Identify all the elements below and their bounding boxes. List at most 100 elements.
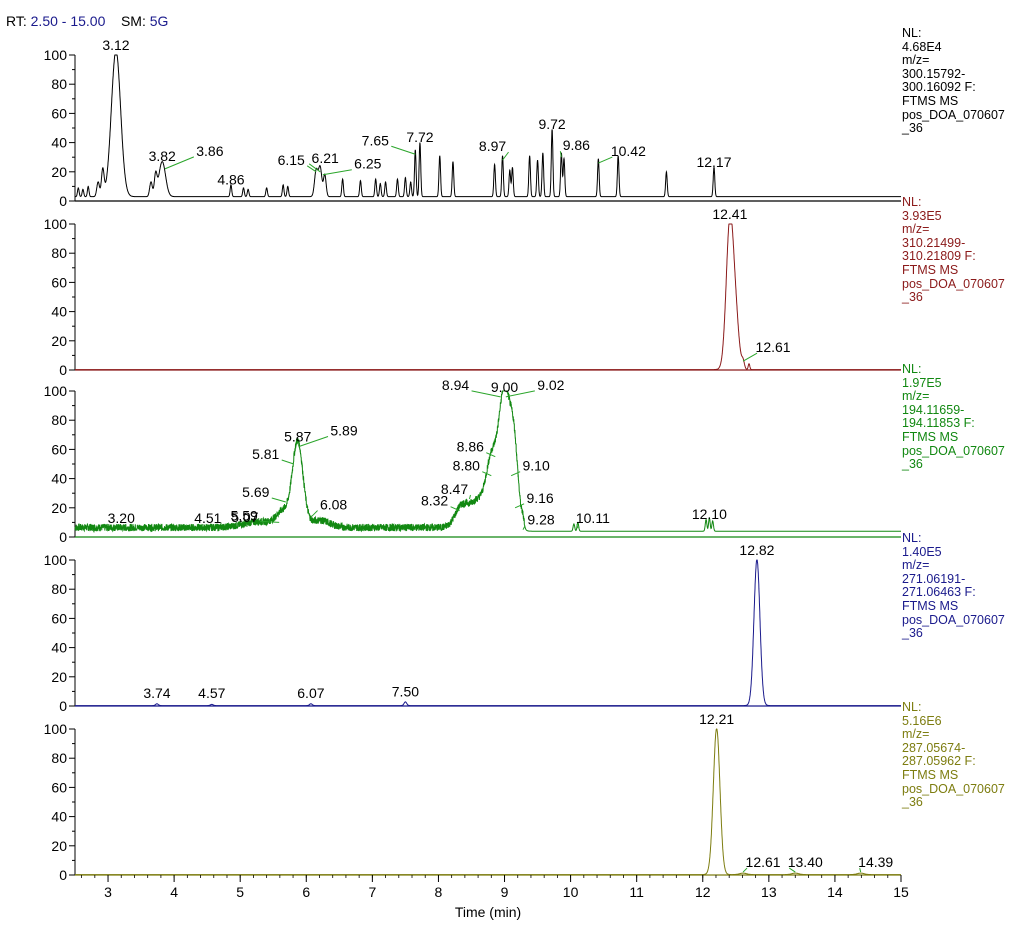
- peak-label-leader: [308, 163, 321, 173]
- peak-label: 3.82: [149, 148, 176, 164]
- peak-label: 5.89: [330, 422, 357, 438]
- x-tick-label: 8: [435, 884, 443, 900]
- peak-label: 13.40: [788, 854, 823, 870]
- y-tick-label: 80: [51, 245, 67, 261]
- y-tick-label: 20: [51, 333, 67, 349]
- peak-label: 14.39: [858, 854, 893, 870]
- peak-label: 3.12: [102, 37, 129, 53]
- peak-label: 3.20: [108, 510, 135, 526]
- nl-info: NL: 5.16E6 m/z= 287.05674- 287.05962 F: …: [902, 700, 1005, 810]
- peak-label: 5.87: [284, 428, 311, 444]
- peak-label-leader: [311, 510, 318, 517]
- peak-label-leader: [260, 520, 280, 523]
- peak-label: 7.72: [406, 129, 433, 145]
- peak-label-leader: [576, 524, 579, 529]
- x-tick-label: 5: [236, 884, 244, 900]
- peak-label-leader: [322, 169, 352, 176]
- peak-label-leader: [306, 165, 317, 173]
- peak-label-leader: [164, 156, 195, 170]
- y-tick-label: 80: [51, 750, 67, 766]
- peak-label-leader: [859, 867, 862, 873]
- x-tick-label: 6: [302, 884, 310, 900]
- peak-label: 8.94: [442, 377, 469, 393]
- peak-label: 9.86: [563, 137, 590, 153]
- peak-label: 9.72: [538, 116, 565, 132]
- x-tick-label: 3: [104, 884, 112, 900]
- nl-info: NL: 1.97E5 m/z= 194.11659- 194.11853 F: …: [902, 362, 1005, 472]
- peak-label: 5.59: [231, 507, 258, 523]
- trace-line: [75, 728, 901, 876]
- sm-label: SM:: [120, 13, 146, 29]
- peak-label-leader: [450, 506, 460, 512]
- peak-label: 10.42: [611, 143, 646, 159]
- y-tick-label: 80: [51, 581, 67, 597]
- peak-label-leader: [298, 436, 329, 447]
- y-tick-label: 40: [51, 809, 67, 825]
- peak-label: 8.32: [421, 493, 448, 509]
- peak-label: 7.65: [362, 132, 389, 148]
- trace-line: [75, 559, 901, 707]
- x-tick-label: 11: [629, 884, 644, 900]
- y-tick-label: 20: [51, 838, 67, 854]
- peak-label: 6.07: [297, 685, 324, 701]
- y-tick-label: 0: [59, 193, 67, 209]
- peak-label: 12.41: [712, 206, 747, 222]
- peak-label-leader: [788, 867, 796, 873]
- peak-label: 4.51: [194, 510, 221, 526]
- rt-label: RT:: [6, 13, 27, 29]
- peak-label: 8.97: [479, 138, 506, 154]
- x-axis-label: Time (min): [455, 904, 521, 920]
- nl-info: NL: 4.68E4 m/z= 300.15792- 300.16092 F: …: [902, 26, 1005, 136]
- y-tick-label: 40: [51, 471, 67, 487]
- peak-label: 12.21: [699, 711, 734, 727]
- x-tick-label: 15: [893, 884, 909, 900]
- y-tick-label: 20: [51, 500, 67, 516]
- peak-label: 12.82: [739, 542, 774, 558]
- peak-label-leader: [391, 145, 416, 155]
- peak-label: 4.86: [217, 171, 244, 187]
- y-tick-label: 40: [51, 304, 67, 320]
- y-tick-label: 0: [59, 867, 67, 883]
- peak-label: 8.47: [441, 481, 468, 497]
- y-tick-label: 20: [51, 669, 67, 685]
- y-tick-label: 60: [51, 779, 67, 795]
- peak-label: 10.11: [576, 510, 610, 526]
- peak-label: 5.07: [231, 509, 258, 525]
- peak-label-leader: [742, 352, 758, 362]
- peak-label: 9.00: [491, 379, 518, 395]
- y-tick-label: 100: [44, 721, 68, 737]
- peak-label-leader: [522, 525, 526, 530]
- x-tick-label: 9: [501, 884, 509, 900]
- y-tick-label: 100: [44, 47, 68, 63]
- y-tick-label: 100: [44, 216, 68, 232]
- peak-label: 5.81: [252, 446, 279, 462]
- peak-label: 9.16: [526, 490, 553, 506]
- range-header: RT: 2.50 - 15.00 SM: 5G: [6, 13, 168, 29]
- sm-value: 5G: [149, 13, 169, 29]
- y-tick-label: 80: [51, 412, 67, 428]
- peak-label: 12.17: [696, 154, 731, 170]
- peak-label-leader: [486, 452, 496, 458]
- peak-label: 9.28: [527, 512, 554, 528]
- nl-info: NL: 1.40E5 m/z= 271.06191- 271.06463 F: …: [902, 531, 1005, 641]
- x-tick-label: 13: [761, 884, 777, 900]
- peak-label: 5.69: [242, 484, 269, 500]
- peak-label-leader: [510, 471, 521, 477]
- peak-label-leader: [482, 471, 492, 477]
- y-tick-label: 60: [51, 610, 67, 626]
- peak-label-leader: [742, 867, 748, 873]
- peak-label: 12.61: [756, 339, 791, 355]
- peak-label: 4.57: [198, 685, 225, 701]
- peak-label: 6.08: [320, 497, 347, 513]
- nl-info: NL: 3.93E5 m/z= 310.21499- 310.21809 F: …: [902, 195, 1005, 305]
- peak-label: 9.10: [523, 458, 550, 474]
- peak-label: 12.61: [746, 854, 781, 870]
- x-tick-label: 12: [695, 884, 711, 900]
- peak-label-leader: [505, 390, 535, 398]
- peak-label-leader: [471, 390, 501, 398]
- peak-label-leader: [271, 497, 286, 503]
- y-tick-label: 100: [44, 383, 68, 399]
- peak-label: 12.10: [692, 506, 727, 522]
- peak-label-leader: [559, 151, 562, 158]
- peak-label: 8.80: [453, 458, 480, 474]
